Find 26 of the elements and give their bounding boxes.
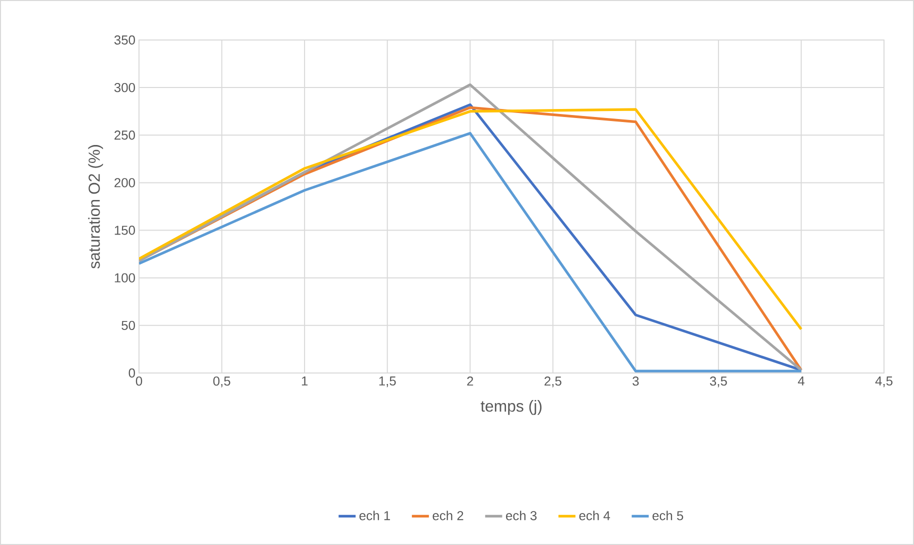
x-tick-label: 0 (136, 376, 142, 386)
x-tick-label: 4 (798, 376, 804, 386)
x-axis-title: temps (j) (480, 400, 542, 415)
legend-label: ech 2 (432, 510, 464, 520)
y-axis-title: saturation O2 (%) (88, 145, 104, 269)
x-tick-label: 3 (632, 376, 639, 386)
x-tick-label: 0,5 (213, 376, 230, 388)
y-tick-label: 100 (114, 273, 135, 282)
y-tick-label: 250 (114, 130, 135, 140)
y-tick-label: 0 (128, 368, 135, 378)
x-tick-label: 3,5 (710, 376, 727, 388)
legend-label: ech 1 (359, 510, 390, 520)
x-tick-label: 2,5 (544, 376, 562, 388)
y-tick-label: 350 (114, 35, 135, 45)
y-tick-label: 300 (114, 82, 135, 92)
line-series (139, 108, 803, 331)
legend-label: ech 4 (579, 510, 610, 520)
x-tick-label: 2 (467, 376, 474, 386)
x-tick-label: 4,5 (875, 376, 892, 388)
y-tick-label: 200 (114, 178, 135, 188)
y-tick-label: 150 (114, 226, 135, 235)
x-tick-label: 1 (302, 376, 308, 386)
legend-label: ech 3 (506, 510, 537, 520)
x-tick-label: 1,5 (379, 376, 396, 388)
legend-label: ech 5 (652, 510, 684, 520)
y-tick-label: 50 (122, 320, 135, 330)
